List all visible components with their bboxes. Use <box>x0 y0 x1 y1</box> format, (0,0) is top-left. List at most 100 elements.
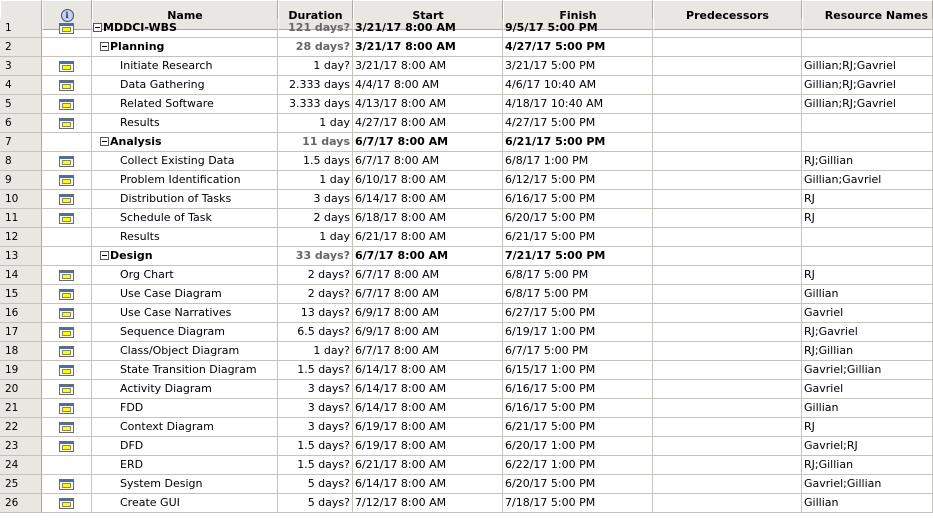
task-name-cell[interactable]: ERD <box>92 456 278 475</box>
duration-cell[interactable]: 6.5 days? <box>278 323 353 342</box>
row-id[interactable]: 3 <box>0 57 42 76</box>
resource-names-cell[interactable]: RJ <box>802 418 933 437</box>
finish-cell[interactable]: 6/8/17 1:00 PM <box>503 152 653 171</box>
finish-cell[interactable]: 4/27/17 5:00 PM <box>503 38 653 57</box>
collapse-toggle-icon[interactable] <box>100 251 109 260</box>
task-calendar-icon[interactable] <box>59 193 74 205</box>
duration-cell[interactable]: 1 day? <box>278 342 353 361</box>
finish-cell[interactable]: 6/8/17 5:00 PM <box>503 285 653 304</box>
task-name-cell[interactable]: Initiate Research <box>92 57 278 76</box>
resource-names-cell[interactable]: Gavriel;Gillian <box>802 475 933 494</box>
predecessors-cell[interactable] <box>653 361 802 380</box>
task-name-cell[interactable]: Sequence Diagram <box>92 323 278 342</box>
resource-names-cell[interactable]: Gavriel;RJ <box>802 437 933 456</box>
indicator-cell[interactable] <box>42 418 92 437</box>
task-calendar-icon[interactable] <box>59 79 74 91</box>
start-cell[interactable]: 6/7/17 8:00 AM <box>353 152 503 171</box>
task-calendar-icon[interactable] <box>59 402 74 414</box>
duration-cell[interactable]: 3 days? <box>278 380 353 399</box>
predecessors-cell[interactable] <box>653 114 802 133</box>
start-cell[interactable]: 6/7/17 8:00 AM <box>353 285 503 304</box>
task-name-cell[interactable]: Use Case Narratives <box>92 304 278 323</box>
collapse-toggle-icon[interactable] <box>100 42 109 51</box>
duration-cell[interactable]: 33 days? <box>278 247 353 266</box>
start-cell[interactable]: 6/21/17 8:00 AM <box>353 456 503 475</box>
task-calendar-icon[interactable] <box>59 288 74 300</box>
task-calendar-icon[interactable] <box>59 497 74 509</box>
row-id[interactable]: 17 <box>0 323 42 342</box>
row-id[interactable]: 21 <box>0 399 42 418</box>
predecessors-cell[interactable] <box>653 418 802 437</box>
task-name-cell[interactable]: Use Case Diagram <box>92 285 278 304</box>
indicator-cell[interactable] <box>42 95 92 114</box>
task-name-cell[interactable]: MDDCI-WBS <box>92 19 278 38</box>
task-name-cell[interactable]: Schedule of Task <box>92 209 278 228</box>
column-header-duration[interactable]: Duration <box>278 0 353 30</box>
start-cell[interactable]: 6/14/17 8:00 AM <box>353 361 503 380</box>
predecessors-cell[interactable] <box>653 133 802 152</box>
indicator-cell[interactable] <box>42 494 92 513</box>
task-calendar-icon[interactable] <box>59 326 74 338</box>
resource-names-cell[interactable]: RJ <box>802 266 933 285</box>
task-calendar-icon[interactable] <box>59 478 74 490</box>
task-calendar-icon[interactable] <box>59 421 74 433</box>
indicator-cell[interactable] <box>42 171 92 190</box>
indicator-cell[interactable] <box>42 285 92 304</box>
duration-cell[interactable]: 3.333 days <box>278 95 353 114</box>
row-id[interactable]: 7 <box>0 133 42 152</box>
resource-names-cell[interactable]: Gillian <box>802 399 933 418</box>
row-id[interactable]: 9 <box>0 171 42 190</box>
task-name-cell[interactable]: Distribution of Tasks <box>92 190 278 209</box>
indicator-cell[interactable] <box>42 247 92 266</box>
resource-names-cell[interactable]: RJ;Gavriel <box>802 323 933 342</box>
finish-cell[interactable]: 6/21/17 5:00 PM <box>503 228 653 247</box>
indicator-cell[interactable] <box>42 437 92 456</box>
finish-cell[interactable]: 7/18/17 5:00 PM <box>503 494 653 513</box>
predecessors-cell[interactable] <box>653 19 802 38</box>
row-id[interactable]: 8 <box>0 152 42 171</box>
duration-cell[interactable]: 121 days? <box>278 19 353 38</box>
start-cell[interactable]: 3/21/17 8:00 AM <box>353 19 503 38</box>
task-name-cell[interactable]: Results <box>92 114 278 133</box>
task-name-cell[interactable]: Org Chart <box>92 266 278 285</box>
indicator-cell[interactable] <box>42 19 92 38</box>
indicator-cell[interactable] <box>42 152 92 171</box>
predecessors-cell[interactable] <box>653 494 802 513</box>
start-cell[interactable]: 3/21/17 8:00 AM <box>353 57 503 76</box>
resource-names-cell[interactable] <box>802 38 933 57</box>
indicator-cell[interactable] <box>42 361 92 380</box>
duration-cell[interactable]: 2 days? <box>278 266 353 285</box>
row-id[interactable]: 19 <box>0 361 42 380</box>
predecessors-cell[interactable] <box>653 247 802 266</box>
task-calendar-icon[interactable] <box>59 98 74 110</box>
resource-names-cell[interactable]: RJ;Gillian <box>802 342 933 361</box>
indicator-cell[interactable] <box>42 76 92 95</box>
finish-cell[interactable]: 6/22/17 1:00 PM <box>503 456 653 475</box>
task-calendar-icon[interactable] <box>59 174 74 186</box>
row-id[interactable]: 2 <box>0 38 42 57</box>
indicator-cell[interactable] <box>42 228 92 247</box>
resource-names-cell[interactable] <box>802 19 933 38</box>
row-id[interactable]: 5 <box>0 95 42 114</box>
task-calendar-icon[interactable] <box>59 364 74 376</box>
task-calendar-icon[interactable] <box>59 117 74 129</box>
duration-cell[interactable]: 1 day? <box>278 57 353 76</box>
row-id[interactable]: 24 <box>0 456 42 475</box>
resource-names-cell[interactable]: Gavriel;Gillian <box>802 361 933 380</box>
task-name-cell[interactable]: Problem Identification <box>92 171 278 190</box>
row-id[interactable]: 20 <box>0 380 42 399</box>
collapse-toggle-icon[interactable] <box>100 137 109 146</box>
task-name-cell[interactable]: Create GUI <box>92 494 278 513</box>
column-header-start[interactable]: Start <box>353 0 503 30</box>
task-name-cell[interactable]: Activity Diagram <box>92 380 278 399</box>
task-name-cell[interactable]: Context Diagram <box>92 418 278 437</box>
start-cell[interactable]: 4/4/17 8:00 AM <box>353 76 503 95</box>
duration-cell[interactable]: 2.333 days <box>278 76 353 95</box>
row-id[interactable]: 16 <box>0 304 42 323</box>
finish-cell[interactable]: 6/21/17 5:00 PM <box>503 418 653 437</box>
finish-cell[interactable]: 6/20/17 5:00 PM <box>503 209 653 228</box>
finish-cell[interactable]: 6/19/17 1:00 PM <box>503 323 653 342</box>
predecessors-cell[interactable] <box>653 323 802 342</box>
finish-cell[interactable]: 6/20/17 1:00 PM <box>503 437 653 456</box>
collapse-toggle-icon[interactable] <box>93 23 102 32</box>
